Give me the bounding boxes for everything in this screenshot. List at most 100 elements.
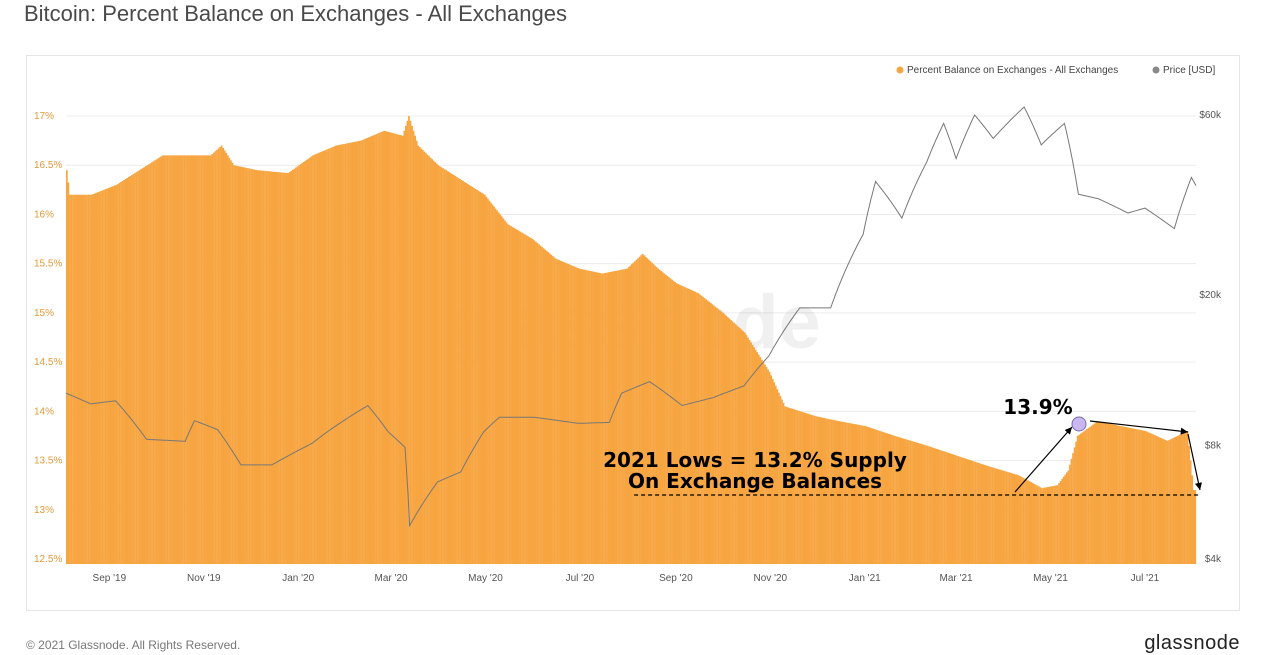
balance-bar: [161, 155, 164, 564]
balance-bar: [1183, 432, 1186, 564]
balance-bar: [596, 272, 599, 564]
balance-bar: [798, 410, 800, 564]
y-right-tick-label: $4k: [1205, 554, 1222, 565]
balance-bar: [853, 424, 856, 564]
balance-bar: [499, 214, 502, 564]
balance-bar: [1185, 431, 1187, 564]
balance-bar: [81, 194, 84, 564]
balance-bar: [1072, 453, 1074, 564]
balance-bar: [847, 422, 850, 564]
balance-bar: [567, 263, 570, 564]
balance-bar: [598, 272, 601, 564]
y-left-tick-label: 14.5%: [34, 357, 62, 368]
balance-bar: [527, 236, 529, 564]
balance-bar: [912, 441, 915, 564]
balance-bar: [254, 169, 257, 565]
balance-bar: [562, 262, 565, 564]
balance-bar: [261, 170, 263, 564]
balance-bar: [875, 429, 878, 564]
balance-bar: [538, 244, 540, 565]
balance-bar: [324, 150, 327, 564]
balance-bar: [400, 135, 403, 565]
balance-bar: [213, 152, 215, 565]
balance-bar: [627, 267, 630, 564]
balance-bar: [1149, 433, 1152, 564]
balance-bar: [638, 256, 641, 564]
balance-bar: [717, 309, 720, 564]
balance-bar: [457, 178, 460, 564]
balance-bar: [426, 154, 429, 564]
balance-bar: [1137, 429, 1139, 564]
balance-bar: [360, 140, 362, 564]
y-left-tick-label: 13%: [34, 505, 54, 516]
balance-bar: [333, 146, 336, 564]
balance-bar: [802, 412, 805, 564]
balance-bar: [809, 414, 811, 564]
balance-bar: [909, 440, 912, 564]
balance-bar: [179, 155, 181, 564]
balance-bar: [793, 409, 796, 564]
balance-bar: [343, 143, 345, 565]
balance-bar: [884, 432, 887, 564]
balance-bar: [993, 467, 995, 564]
balance-bar: [329, 148, 331, 565]
balance-bar: [648, 259, 650, 564]
balance-bar: [174, 155, 177, 564]
balance-bar: [545, 250, 548, 564]
balance-bar: [166, 155, 169, 564]
balance-bar: [954, 455, 957, 564]
balance-bar: [675, 283, 678, 564]
x-tick-label: Nov '20: [754, 573, 788, 584]
balance-bar: [922, 444, 924, 564]
copyright: © 2021 Glassnode. All Rights Reserved.: [26, 638, 241, 652]
balance-bar: [278, 172, 280, 564]
balance-bar: [946, 452, 949, 564]
balance-bar: [799, 411, 802, 564]
balance-bar: [202, 155, 204, 564]
balance-bar: [230, 160, 232, 565]
balance-bar: [1028, 481, 1031, 564]
balance-bar: [661, 272, 664, 564]
x-tick-label: Mar '21: [940, 573, 973, 584]
balance-bar: [406, 120, 409, 564]
balance-bar: [479, 191, 481, 564]
balance-bar: [926, 445, 929, 564]
balance-bar: [734, 324, 737, 564]
balance-bar: [818, 416, 820, 564]
balance-bar: [778, 392, 780, 564]
balance-bar: [898, 437, 901, 564]
balance-bar: [305, 159, 308, 564]
balance-bar: [253, 169, 255, 564]
balance-bar: [852, 423, 855, 564]
balance-bar: [1019, 476, 1022, 564]
balance-bar: [725, 315, 728, 564]
balance-bar: [1123, 426, 1125, 564]
balance-bar: [836, 420, 839, 564]
balance-bar: [1169, 439, 1172, 564]
balance-bar: [408, 116, 410, 564]
balance-bar: [1008, 472, 1011, 564]
balance-bar: [774, 385, 777, 564]
balance-bar: [917, 442, 920, 564]
y-left-tick-label: 15.5%: [34, 259, 62, 270]
balance-bar: [552, 256, 554, 564]
balance-bar: [621, 269, 624, 564]
balance-bar: [1036, 485, 1039, 564]
balance-bar: [132, 174, 135, 565]
balance-bar: [728, 318, 731, 564]
balance-bar: [779, 396, 782, 564]
balance-bar: [366, 137, 368, 564]
balance-bar: [994, 468, 997, 564]
balance-bar: [561, 261, 564, 564]
balance-bar: [470, 185, 472, 564]
balance-bar: [900, 437, 903, 564]
balance-bar: [148, 164, 150, 564]
balance-bar: [586, 270, 588, 564]
balance-bar: [807, 413, 810, 564]
y-right-tick-label: $20k: [1199, 290, 1222, 301]
balance-bar: [242, 167, 245, 565]
balance-bar: [1002, 470, 1005, 564]
balance-bar: [1073, 447, 1076, 564]
balance-bar: [89, 194, 91, 564]
balance-bar: [1158, 437, 1161, 564]
